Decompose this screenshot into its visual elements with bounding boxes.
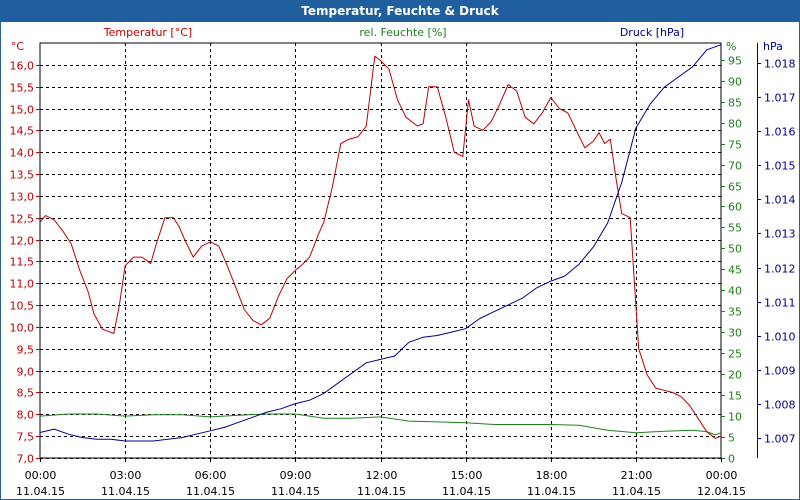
temperature-tick-label: 9,0 [17,366,35,379]
time-tick-label: 03:00 [110,469,142,482]
temperature-tick-label: 10,5 [10,300,35,313]
temperature-tick-label: 13,0 [10,191,35,204]
temperature-tick-label: 10,0 [10,322,35,335]
pressure-tick-label: 1.015 [764,160,796,173]
humidity-line [39,413,722,436]
date-tick-label: 11.04.15 [186,485,235,498]
pressure-tick-label: 1.007 [764,433,796,446]
time-tick-label: 06:00 [195,469,227,482]
humidity-tick-label: 90 [728,76,742,89]
temperature-tick-label: 15,5 [10,82,35,95]
plot-border [39,42,722,459]
temperature-tick-label: 7,0 [17,453,35,466]
humidity-axis: 0 5 10 15 20 25 30 35 40 45 50 55 60 65 70 75 80 85 90 95 [721,55,742,466]
humidity-tick-label: 0 [728,453,735,466]
pressure-tick-label: 1.018 [764,58,796,71]
time-tick-label: 00:00 [25,469,57,482]
pressure-tick-label: 1.011 [764,297,796,310]
temperature-tick-label: 8,5 [17,387,35,400]
humidity-tick-label: 55 [728,222,742,235]
temperature-tick-label: 9,5 [17,344,35,357]
pressure-tick-label: 1.008 [764,399,796,412]
time-tick-label: 21:00 [621,469,653,482]
date-tick-label: 11.04.15 [16,485,65,498]
humidity-unit: % [726,40,736,53]
temperature-tick-label: 16,0 [10,60,35,73]
humidity-tick-label: 65 [728,181,742,194]
pressure-tick-label: 1.010 [764,331,796,344]
date-tick-label: 11.04.15 [442,485,491,498]
legend-pressure: Druck [hPa] [620,26,684,39]
humidity-tick-label: 10 [728,411,742,424]
temperature-axis: 7,0 7,5 8,0 8,5 9,0 9,5 10,0 10,5 11,0 11,5 12,0 12… [10,60,40,466]
humidity-tick-label: 5 [728,432,735,445]
humidity-tick-label: 75 [728,139,742,152]
temperature-unit: °C [11,40,25,53]
humidity-tick-label: 20 [728,369,742,382]
pressure-tick-label: 1.014 [764,194,796,207]
humidity-tick-label: 35 [728,306,742,319]
pressure-tick-label: 1.009 [764,365,796,378]
temperature-line [39,55,722,439]
temperature-tick-label: 13,5 [10,169,35,182]
temperature-tick-label: 12,0 [10,235,35,248]
pressure-tick-label: 1.013 [764,228,796,241]
humidity-tick-label: 50 [728,243,742,256]
time-tick-label: 12:00 [366,469,398,482]
pressure-unit: hPa [763,40,783,53]
humidity-tick-label: 70 [728,160,742,173]
temperature-tick-label: 14,5 [10,125,35,138]
date-tick-label: 11.04.15 [357,485,406,498]
window-title: Temperatur, Feuchte & Druck [0,0,800,22]
time-tick-label: 15:00 [451,469,483,482]
legend: Temperatur [°C] rel. Feuchte [%] Druck [… [103,26,684,39]
temperature-tick-label: 11,5 [10,256,35,269]
date-tick-label: 12.04.15 [697,485,746,498]
time-tick-label: 09:00 [280,469,312,482]
pressure-axis: 1.007 1.008 1.009 1.010 1.011 1.012 1.013 1.014… [757,43,796,458]
date-tick-label: 11.04.15 [271,485,320,498]
temperature-tick-label: 11,0 [10,278,35,291]
temperature-tick-label: 8,0 [17,409,35,422]
pressure-tick-label: 1.017 [764,92,796,105]
temperature-tick-label: 12,5 [10,213,35,226]
humidity-tick-label: 95 [728,55,742,68]
humidity-tick-label: 25 [728,348,742,361]
date-tick-label: 11.04.15 [101,485,150,498]
legend-humidity: rel. Feuchte [%] [359,26,446,39]
humidity-tick-label: 85 [728,97,742,110]
time-tick-label: 18:00 [536,469,568,482]
legend-temperature: Temperatur [°C] [103,26,192,39]
humidity-tick-label: 60 [728,201,742,214]
humidity-tick-label: 45 [728,264,742,277]
time-axis: 00:00 11.04.15 03:00 11.04.15 06:00 11.04.15 0… [16,458,746,498]
time-tick-label: 00:00 [706,469,738,482]
date-tick-label: 11.04.15 [612,485,661,498]
humidity-tick-label: 80 [728,118,742,131]
temperature-tick-label: 7,5 [17,431,35,444]
series-lines [39,44,722,442]
date-tick-label: 11.04.15 [527,485,576,498]
unit-labels: °C % hPa [11,40,783,53]
humidity-tick-label: 15 [728,390,742,403]
pressure-tick-label: 1.016 [764,126,796,139]
humidity-tick-label: 40 [728,285,742,298]
pressure-tick-label: 1.012 [764,263,796,276]
temperature-tick-label: 15,0 [10,104,35,117]
temperature-tick-label: 14,0 [10,147,35,160]
plot-frame [39,42,722,459]
grid-lines [40,43,721,459]
pressure-line [39,44,722,442]
humidity-tick-label: 30 [728,327,742,340]
